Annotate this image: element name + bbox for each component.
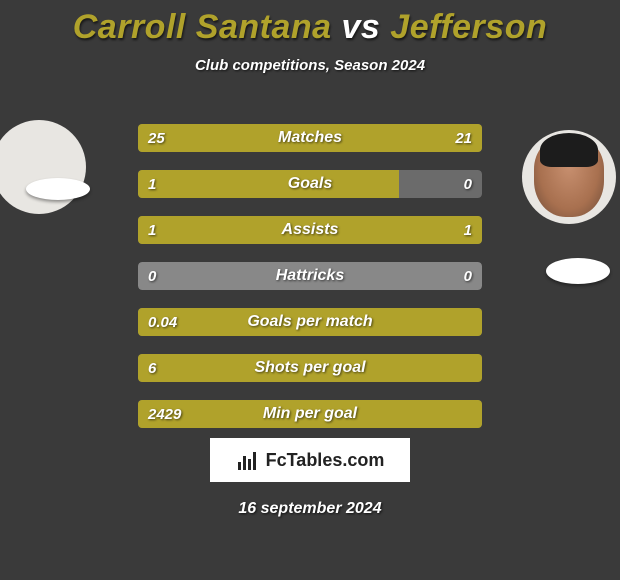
- stat-value-left: 0.04: [138, 308, 187, 336]
- stat-rows: Matches2521Goals10Assists11Hattricks00Go…: [138, 124, 482, 446]
- logo-text: FcTables.com: [266, 450, 385, 471]
- stat-row: Shots per goal6: [138, 354, 482, 382]
- stat-value-left: 25: [138, 124, 175, 152]
- stat-label: Shots per goal: [138, 354, 482, 382]
- stat-value-right: 0: [454, 262, 482, 290]
- stat-value-right: [462, 400, 482, 428]
- stat-label: Goals per match: [138, 308, 482, 336]
- avatar-player1: [0, 120, 86, 214]
- stat-value-right: [462, 308, 482, 336]
- stat-value-left: 1: [138, 170, 166, 198]
- stat-value-right: 21: [445, 124, 482, 152]
- stat-value-right: 1: [454, 216, 482, 244]
- stat-row: Matches25 21: [138, 124, 482, 152]
- subtitle: Club competitions, Season 2024: [0, 57, 620, 74]
- stat-label: Goals: [138, 170, 482, 198]
- club-badge-player1: [26, 178, 90, 200]
- stat-label: Matches: [138, 124, 482, 152]
- avatar-player2: [522, 130, 616, 224]
- stat-label: Hattricks: [138, 262, 482, 290]
- stat-value-left: 0: [138, 262, 166, 290]
- title-vs: vs: [342, 8, 381, 46]
- stat-value-left: 1: [138, 216, 166, 244]
- stat-row: Goals1 0: [138, 170, 482, 198]
- bar-chart-icon: [236, 448, 260, 472]
- stat-value-left: 2429: [138, 400, 191, 428]
- stat-label: Assists: [138, 216, 482, 244]
- avatar-face-icon: [534, 137, 604, 217]
- stat-value-right: [462, 354, 482, 382]
- stat-row: Min per goal2429: [138, 400, 482, 428]
- stat-row: Goals per match0.04: [138, 308, 482, 336]
- stat-value-left: 6: [138, 354, 166, 382]
- club-badge-player2: [546, 258, 610, 284]
- title-player2: Jefferson: [390, 8, 547, 46]
- title-player1: Carroll Santana: [73, 8, 332, 46]
- page-title: Carroll Santana vs Jefferson: [0, 0, 620, 47]
- date: 16 september 2024: [0, 500, 620, 518]
- logo-box: FcTables.com: [210, 438, 410, 482]
- stat-value-right: 0: [454, 170, 482, 198]
- stat-row: Assists1 1: [138, 216, 482, 244]
- stat-row: Hattricks0 0: [138, 262, 482, 290]
